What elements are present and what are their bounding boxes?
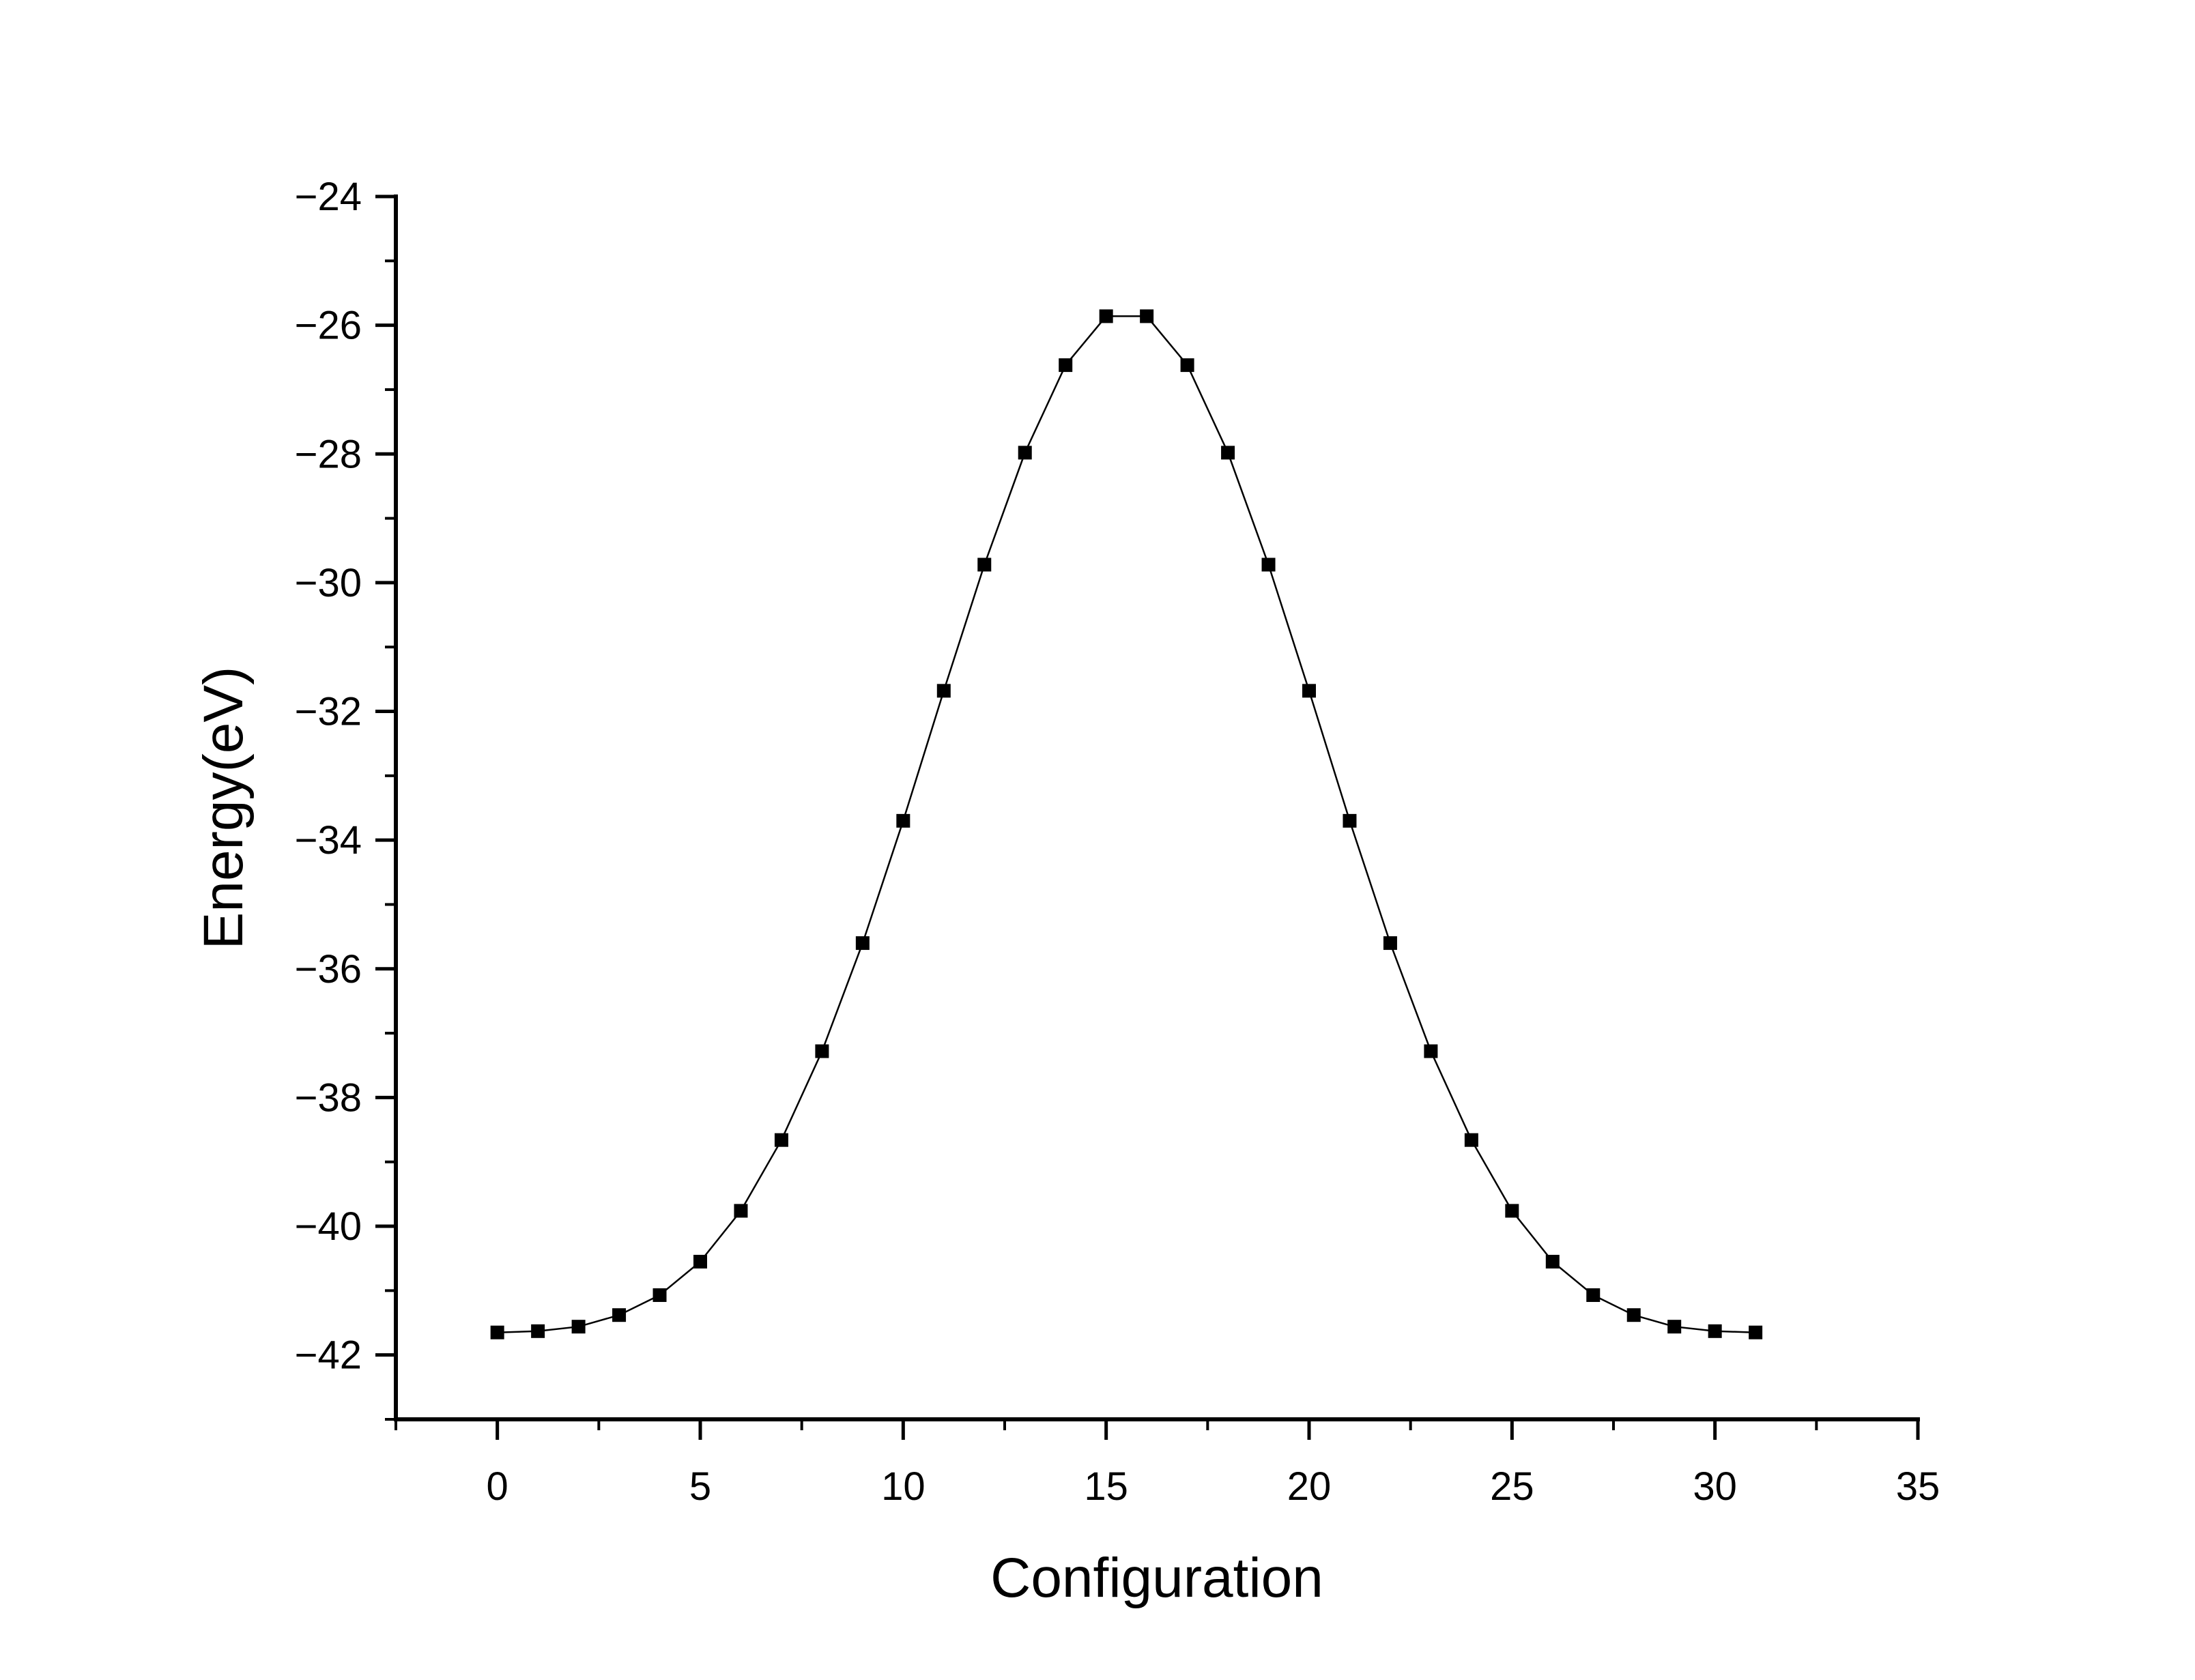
x-tick-label: 35 <box>1896 1464 1940 1509</box>
x-tick-label: 0 <box>487 1464 508 1509</box>
data-point <box>1018 446 1032 460</box>
y-tick-label: −24 <box>295 175 362 219</box>
data-point <box>855 936 870 951</box>
data-point <box>977 557 992 572</box>
data-point <box>1180 358 1194 373</box>
data-point <box>734 1204 748 1218</box>
x-tick-label: 10 <box>881 1464 926 1509</box>
data-point <box>693 1254 707 1269</box>
data-point <box>1099 309 1113 323</box>
y-tick-label: −40 <box>295 1204 362 1249</box>
y-tick-label: −38 <box>295 1075 362 1120</box>
data-point <box>652 1288 667 1302</box>
x-axis-title: Configuration <box>990 1547 1323 1609</box>
data-point <box>1383 936 1397 951</box>
data-point <box>1545 1254 1560 1269</box>
x-tick-label: 30 <box>1693 1464 1737 1509</box>
data-point <box>1708 1324 1722 1338</box>
data-point <box>1626 1308 1641 1322</box>
y-tick-label: −32 <box>295 690 362 734</box>
x-tick-label: 20 <box>1287 1464 1332 1509</box>
data-point <box>1302 684 1316 698</box>
data-point <box>936 684 951 698</box>
y-tick-label: −42 <box>295 1333 362 1378</box>
data-point <box>571 1320 586 1334</box>
y-tick-label: −36 <box>295 947 362 991</box>
data-point <box>1140 309 1154 323</box>
data-point <box>490 1325 504 1339</box>
data-point <box>612 1308 627 1322</box>
y-tick-label: −30 <box>295 561 362 605</box>
data-point <box>896 813 910 828</box>
data-point <box>774 1133 788 1147</box>
x-tick-label: 5 <box>689 1464 711 1509</box>
data-point <box>1505 1204 1519 1218</box>
axes: 0 5 10 15 20 25 30 35 −42 −40 −38 −36 −34 −32 −30 −28 −2… <box>295 175 1940 1509</box>
series-line <box>497 315 1756 1333</box>
data-point <box>1221 446 1235 460</box>
data-point <box>1464 1133 1478 1147</box>
data-point <box>1261 557 1276 572</box>
data-point <box>1749 1325 1763 1339</box>
x-tick-label: 15 <box>1084 1464 1128 1509</box>
plot-area <box>490 309 1763 1339</box>
data-point <box>1343 813 1357 828</box>
data-point <box>531 1324 545 1338</box>
data-point <box>1059 358 1073 373</box>
data-point <box>1667 1320 1682 1334</box>
y-tick-label: −28 <box>295 432 362 476</box>
data-point <box>1586 1288 1601 1302</box>
y-tick-label: −34 <box>295 818 362 863</box>
y-tick-label: −26 <box>295 304 362 348</box>
data-point <box>815 1044 829 1058</box>
data-point <box>1424 1044 1438 1058</box>
y-axis-title: Energy(eV) <box>192 667 255 950</box>
x-tick-label: 25 <box>1490 1464 1534 1509</box>
